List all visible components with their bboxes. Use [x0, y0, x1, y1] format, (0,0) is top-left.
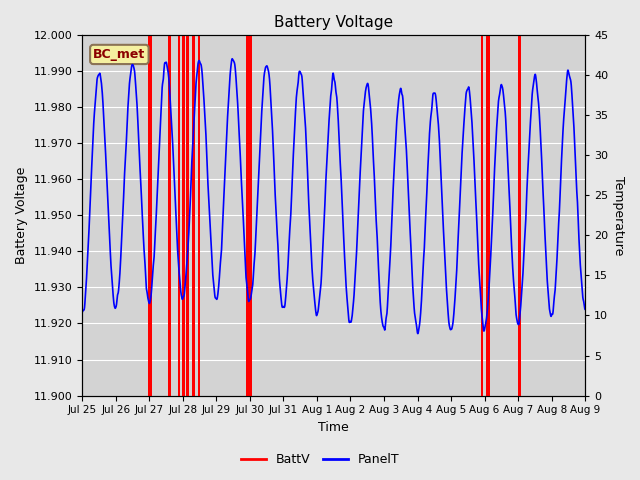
- Bar: [182, 36, 185, 396]
- Text: BC_met: BC_met: [93, 48, 145, 61]
- Bar: [486, 36, 490, 396]
- Bar: [481, 36, 483, 396]
- Bar: [168, 36, 171, 396]
- Bar: [246, 36, 252, 396]
- Title: Battery Voltage: Battery Voltage: [274, 15, 393, 30]
- Bar: [192, 36, 195, 396]
- Bar: [186, 36, 189, 396]
- Bar: [518, 36, 521, 396]
- Bar: [198, 36, 200, 396]
- Bar: [178, 36, 180, 396]
- Bar: [148, 36, 152, 396]
- Y-axis label: Battery Voltage: Battery Voltage: [15, 167, 28, 264]
- X-axis label: Time: Time: [318, 421, 349, 434]
- Y-axis label: Temperature: Temperature: [612, 176, 625, 255]
- Legend: BattV, PanelT: BattV, PanelT: [236, 448, 404, 471]
